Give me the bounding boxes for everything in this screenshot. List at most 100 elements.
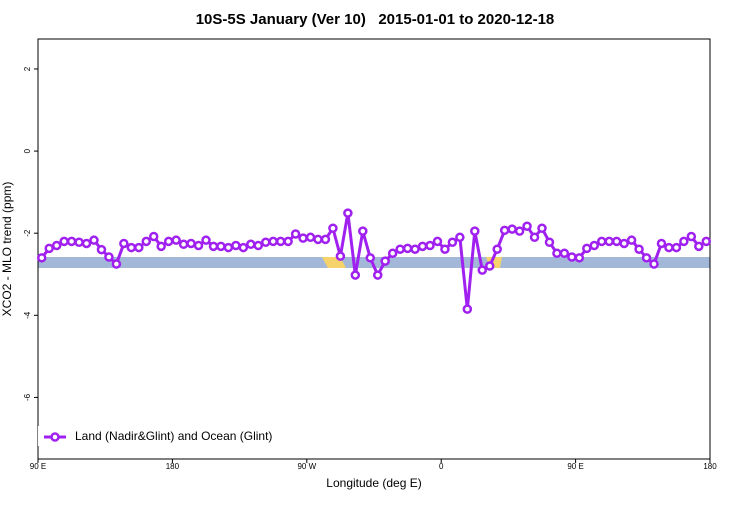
point	[119, 238, 129, 249]
point	[260, 237, 271, 247]
point	[178, 239, 189, 250]
point	[163, 236, 174, 247]
point	[641, 253, 652, 263]
point	[223, 242, 234, 253]
point	[455, 232, 465, 243]
y-tick-label: 2	[23, 66, 32, 71]
point	[522, 221, 532, 231]
x-tick-label: 90 E	[567, 462, 583, 471]
point	[126, 242, 137, 253]
point	[462, 304, 473, 314]
point	[395, 244, 405, 254]
point	[477, 265, 488, 275]
y-tick-label: -4	[23, 311, 32, 319]
point	[104, 252, 114, 262]
point	[89, 235, 99, 245]
point	[596, 236, 607, 247]
legend-label: Land (Nadir&Glint) and Ocean (Glint)	[75, 429, 272, 443]
point	[604, 236, 614, 247]
point	[320, 234, 331, 245]
point	[358, 226, 368, 236]
point	[679, 236, 689, 247]
point	[634, 244, 644, 254]
y-tick-label: 0	[23, 148, 32, 153]
map-band	[38, 257, 710, 268]
point	[193, 240, 204, 251]
point	[350, 270, 361, 280]
point	[626, 235, 637, 245]
point	[574, 253, 585, 263]
point	[298, 233, 308, 243]
legend	[38, 426, 278, 446]
point	[246, 239, 256, 250]
point	[380, 256, 390, 266]
point	[619, 238, 629, 249]
point	[417, 241, 428, 252]
point	[171, 235, 181, 245]
point	[514, 226, 525, 236]
point	[208, 241, 219, 252]
point	[275, 236, 286, 247]
point	[148, 231, 159, 242]
point	[484, 261, 495, 271]
point	[283, 236, 293, 247]
point	[372, 270, 383, 280]
point	[186, 238, 196, 249]
point	[59, 236, 69, 247]
point	[36, 253, 47, 263]
point	[231, 240, 241, 251]
point	[552, 248, 562, 259]
point	[544, 237, 555, 247]
plot-frame	[37, 38, 711, 460]
point	[671, 242, 682, 253]
point	[74, 237, 84, 247]
y-tick-label: -6	[23, 393, 32, 401]
point	[470, 226, 480, 236]
point	[328, 223, 338, 234]
point	[507, 224, 517, 234]
point	[238, 242, 249, 253]
y-tick-label: -2	[23, 229, 32, 237]
legend-marker	[50, 432, 60, 442]
x-axis-label: Longitude (deg E)	[326, 476, 421, 490]
point	[656, 238, 667, 249]
point	[694, 241, 704, 252]
point	[559, 248, 570, 259]
point	[499, 225, 510, 236]
x-tick-label: 0	[439, 462, 444, 471]
y-axis-label: XCO2 - MLO trend (ppm)	[0, 182, 14, 317]
point	[492, 244, 502, 254]
point	[201, 235, 211, 245]
x-tick-label: 180	[166, 462, 180, 471]
x-tick-label: 180	[703, 462, 717, 471]
point	[216, 241, 226, 252]
point	[589, 240, 600, 251]
point	[582, 243, 592, 254]
point	[134, 242, 144, 253]
point	[611, 236, 622, 247]
x-tick-label: 90 E	[30, 462, 46, 471]
point	[410, 244, 420, 254]
point	[305, 232, 316, 243]
point	[387, 248, 398, 259]
point	[111, 259, 122, 269]
chart-title: 10S-5S January (Ver 10) 2015-01-01 to 20…	[196, 11, 555, 28]
point	[141, 236, 152, 247]
point	[156, 241, 166, 252]
point	[425, 240, 435, 251]
point	[81, 238, 92, 249]
point	[96, 244, 107, 255]
point	[537, 223, 547, 234]
point	[290, 229, 301, 239]
point	[51, 240, 62, 251]
point	[44, 243, 54, 254]
x-tick-label: 90 W	[297, 462, 316, 471]
point	[402, 243, 413, 254]
point	[432, 236, 443, 247]
point	[335, 251, 346, 261]
point	[701, 236, 712, 247]
point	[343, 208, 353, 218]
point	[268, 236, 278, 247]
point	[313, 234, 323, 245]
